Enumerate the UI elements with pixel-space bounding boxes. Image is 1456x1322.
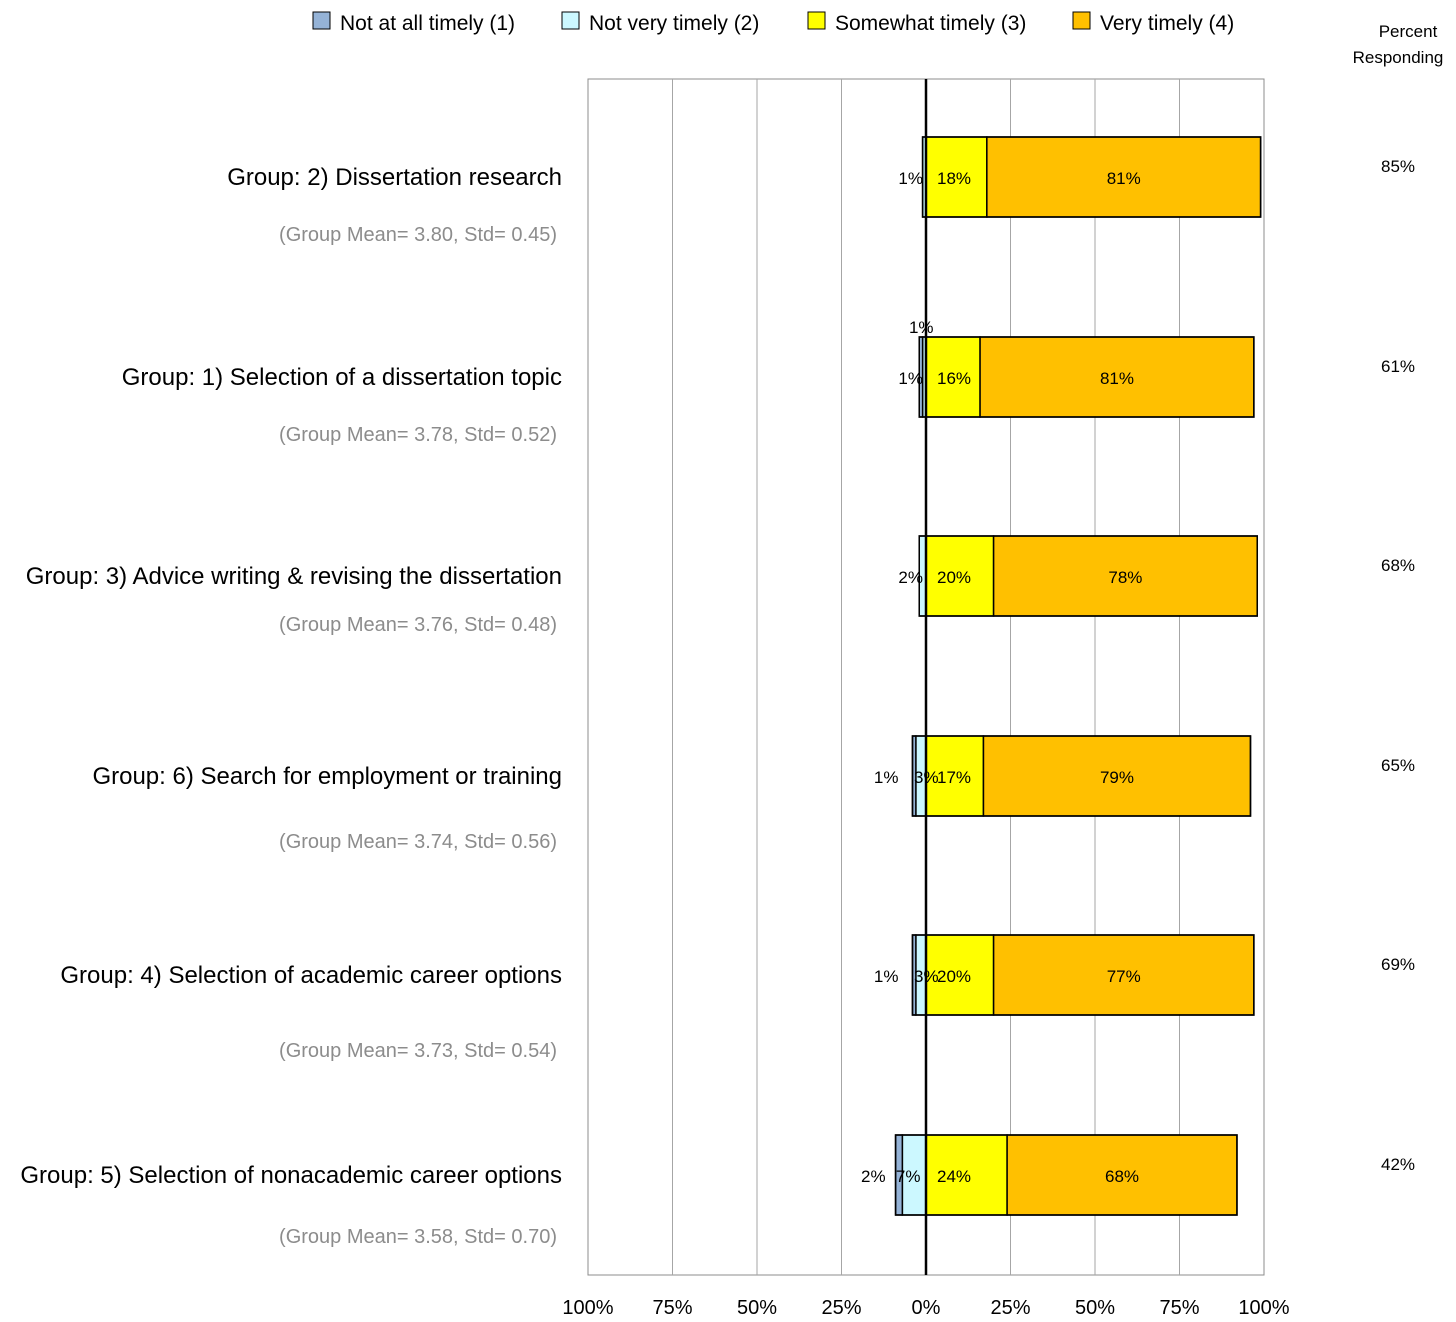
legend-swatch [807, 11, 826, 30]
bar-outline [918, 535, 1258, 617]
bar-segment [992, 535, 1258, 617]
x-tick-label: 50% [1075, 1297, 1115, 1317]
data-label: 1% [898, 369, 923, 388]
group-stats: (Group Mean= 3.73, Std= 0.54) [279, 1040, 557, 1062]
group-row: Group: 6) Search for employment or train… [92, 735, 1415, 853]
data-label: 68% [1105, 1167, 1139, 1186]
legend-swatch [561, 11, 580, 30]
legend-label: Not at all timely (1) [340, 12, 515, 35]
bar-segment [992, 934, 1255, 1016]
group-label: Group: 1) Selection of a dissertation to… [122, 364, 562, 391]
group-row: Group: 4) Selection of academic career o… [60, 934, 1415, 1062]
group-stats: (Group Mean= 3.58, Std= 0.70) [279, 1226, 557, 1248]
data-label: 1% [874, 967, 899, 986]
percent-responding: 68% [1381, 556, 1415, 575]
percent-responding: 69% [1381, 955, 1415, 974]
data-label: 1% [874, 768, 899, 787]
x-tick-label: 100% [1238, 1297, 1289, 1317]
bar-segment [982, 735, 1252, 817]
bar-segment [986, 136, 1262, 218]
percent-responding: 61% [1381, 357, 1415, 376]
group-row: Group: 1) Selection of a dissertation to… [122, 318, 1415, 446]
percent-responding-header: Percent [1379, 22, 1438, 41]
data-label: 24% [937, 1167, 971, 1186]
data-label: 81% [1100, 369, 1134, 388]
bar-outline [921, 136, 1262, 218]
bar-segment [1006, 1134, 1238, 1216]
group-stats: (Group Mean= 3.76, Std= 0.48) [279, 614, 557, 636]
x-tick-label: 75% [652, 1297, 692, 1317]
group-label: Group: 5) Selection of nonacademic caree… [20, 1162, 562, 1189]
data-label: 2% [861, 1167, 886, 1186]
group-label: Group: 2) Dissertation research [227, 164, 562, 191]
data-label: 79% [1100, 768, 1134, 787]
legend-label: Very timely (4) [1100, 12, 1234, 35]
data-label: 77% [1107, 967, 1141, 986]
group-label: Group: 6) Search for employment or train… [92, 763, 562, 790]
bar-segment [925, 535, 995, 617]
bar-segment [979, 336, 1255, 418]
bar-outline [894, 1134, 1238, 1216]
percent-responding: 85% [1381, 157, 1415, 176]
data-label: 17% [937, 768, 971, 787]
group-row: Group: 3) Advice writing & revising the … [26, 535, 1415, 636]
legend-label: Not very timely (2) [589, 12, 759, 35]
data-label: 1% [909, 318, 934, 337]
percent-responding-header: Responding [1353, 48, 1444, 67]
legend-swatch [312, 11, 331, 30]
legend-entry: Not very timely (2) [561, 11, 759, 35]
x-tick-label: 75% [1159, 1297, 1199, 1317]
bar-outline [911, 735, 1252, 817]
legend-entry: Somewhat timely (3) [807, 11, 1026, 35]
group-row: Group: 2) Dissertation research (Group Me… [227, 136, 1415, 246]
legend-label: Somewhat timely (3) [835, 12, 1026, 35]
group-label: Group: 3) Advice writing & revising the … [26, 563, 562, 590]
x-tick-label: 100% [562, 1297, 613, 1317]
data-label: 18% [937, 169, 971, 188]
percent-responding: 42% [1381, 1155, 1415, 1174]
legend-swatch [1072, 11, 1091, 30]
group-stats: (Group Mean= 3.80, Std= 0.45) [279, 224, 557, 246]
group-row: Group: 5) Selection of nonacademic caree… [20, 1134, 1415, 1248]
data-label: 16% [937, 369, 971, 388]
data-label: 81% [1107, 169, 1141, 188]
x-tick-label: 50% [737, 1297, 777, 1317]
data-label: 1% [898, 169, 923, 188]
group-stats: (Group Mean= 3.74, Std= 0.56) [279, 831, 557, 853]
data-label: 20% [937, 568, 971, 587]
x-tick-label: 0% [912, 1297, 941, 1317]
legend-entry: Not at all timely (1) [312, 11, 515, 35]
data-label: 2% [898, 568, 923, 587]
group-label: Group: 4) Selection of academic career o… [60, 962, 562, 989]
legend-entry: Very timely (4) [1072, 11, 1234, 35]
data-label: 7% [896, 1167, 921, 1186]
percent-responding: 65% [1381, 756, 1415, 775]
x-tick-label: 25% [990, 1297, 1030, 1317]
bar-outline [918, 336, 1255, 418]
bar-outline [911, 934, 1255, 1016]
x-tick-label: 25% [821, 1297, 861, 1317]
data-label: 78% [1108, 568, 1142, 587]
data-label: 20% [937, 967, 971, 986]
group-stats: (Group Mean= 3.78, Std= 0.52) [279, 424, 557, 446]
